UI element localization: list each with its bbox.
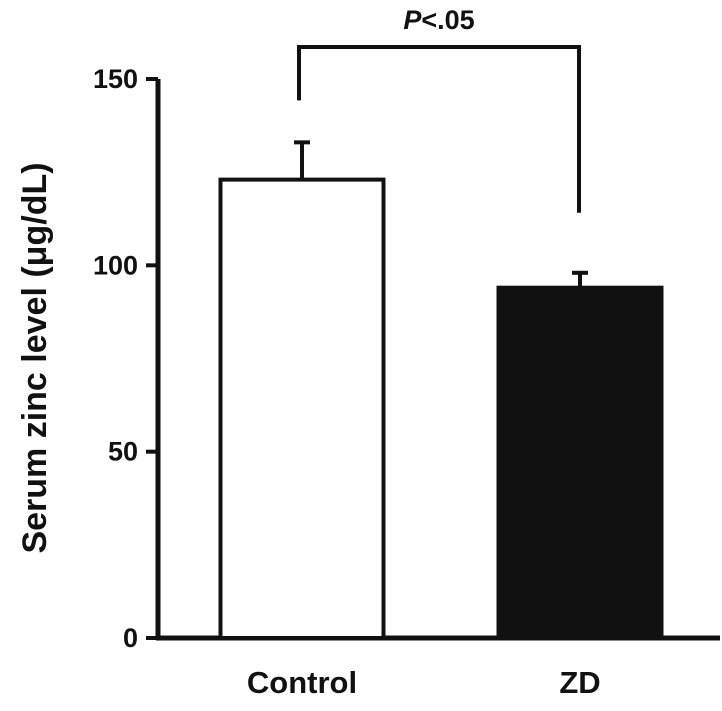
x-category-label: ZD bbox=[559, 665, 600, 700]
significance-label: P<.05 bbox=[403, 5, 474, 35]
bar-zd bbox=[496, 285, 664, 640]
x-category-label: Control bbox=[247, 665, 357, 700]
y-axis-title: Serum zinc level (μg/dL) bbox=[16, 162, 54, 553]
significance-bracket: P<.05 bbox=[297, 5, 581, 213]
error-bars bbox=[294, 140, 588, 288]
p-letter: P bbox=[403, 5, 422, 35]
bar-control bbox=[218, 177, 386, 640]
significance-bracket-line bbox=[297, 45, 581, 213]
y-tick-label: 50 bbox=[108, 437, 138, 467]
y-tick-label: 0 bbox=[123, 623, 138, 653]
bars bbox=[218, 177, 664, 640]
y-tick-label: 150 bbox=[93, 64, 138, 94]
p-threshold: <.05 bbox=[421, 5, 474, 35]
y-tick-label: 100 bbox=[93, 250, 138, 280]
